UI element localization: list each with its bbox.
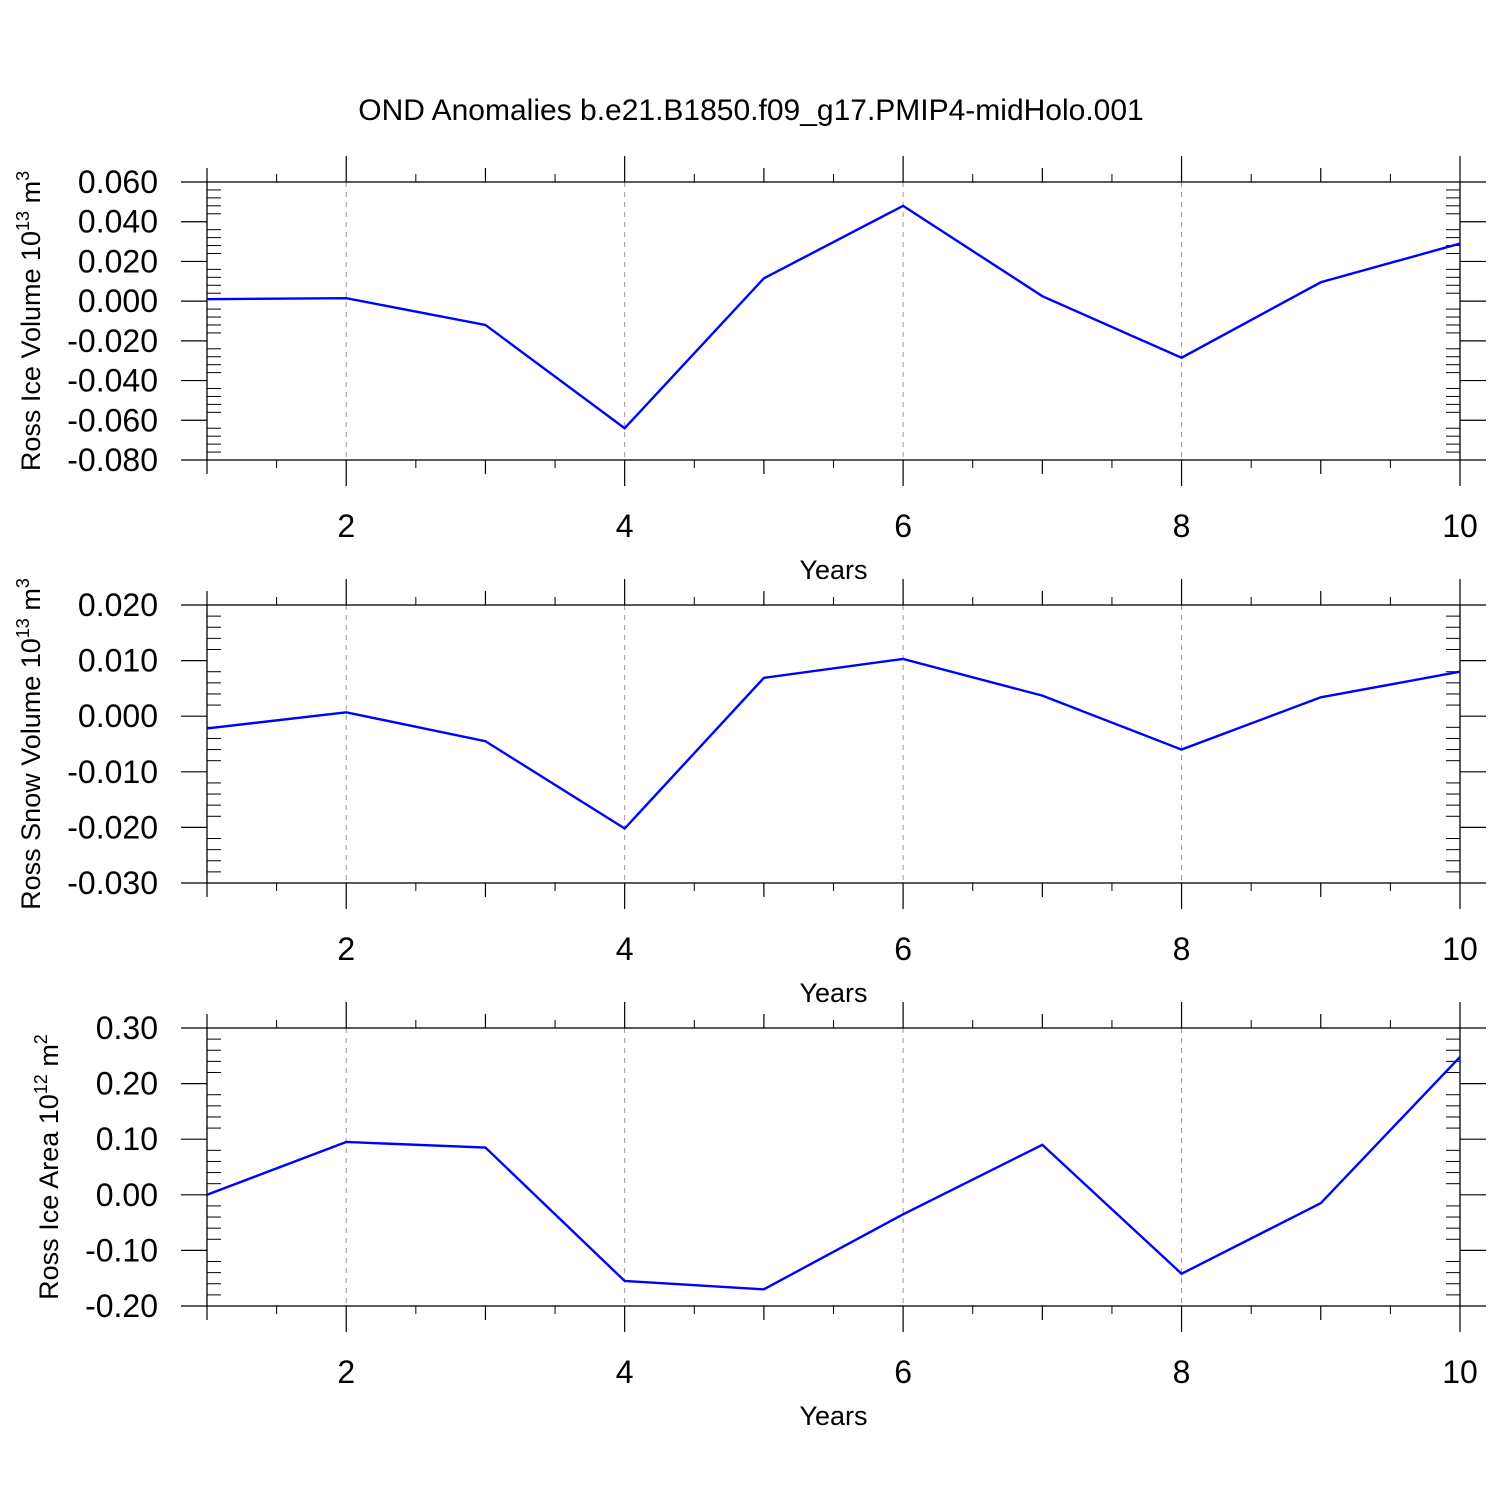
y-tick-label: -0.10: [85, 1232, 158, 1268]
y-tick-label: -0.030: [67, 865, 158, 901]
x-tick-label: 2: [337, 931, 355, 967]
y-axis-label: Ross Ice Volume 1013 m3: [13, 171, 46, 471]
y-axis-label-text: Ross Ice Volume 10: [16, 231, 46, 471]
series-line-ross-ice-volume: [206, 204, 1461, 430]
series-line-ross-ice-area: [206, 1056, 1461, 1291]
chart-panel-2: -0.030 -0.020 -0.010 0.000 0.010 0.020 2 4 6 8 10 Y…: [13, 578, 1486, 1008]
y-axis-label-text: Ross Snow Volume 10: [16, 638, 46, 910]
chart-title: OND Anomalies b.e21.B1850.f09_g17.PMIP4-…: [358, 94, 1143, 127]
x-tick-label: 2: [337, 1354, 355, 1390]
x-tick-label: 4: [616, 1354, 634, 1390]
y-axis-label-unit: m: [34, 1044, 64, 1074]
y-tick-label: 0.30: [96, 1010, 158, 1046]
y-axis-label-unit-sup: 2: [31, 1034, 51, 1044]
chart-panels: -0.080-0.060-0.040-0.0200.0000.0200.0400…: [13, 156, 1486, 1431]
x-tick-label: 6: [894, 1354, 912, 1390]
chart-panel-3: -0.20 -0.10 0.00 0.10 0.20 0.30 2 4 6 8 10 Years Ros…: [31, 1002, 1486, 1431]
x-tick-label: 10: [1442, 931, 1478, 967]
y-tick-label: 0.20: [96, 1066, 158, 1102]
y-axis-label: Ross Snow Volume 1013 m3: [13, 578, 46, 910]
x-tick-label: 8: [1173, 931, 1191, 967]
x-tick-label: 8: [1173, 1354, 1191, 1390]
y-tick-label: -0.020: [67, 323, 158, 359]
y-tick-label: 0.010: [78, 643, 158, 679]
y-tick-label: 0.000: [78, 698, 158, 734]
x-axis-label: Years: [799, 555, 867, 585]
y-tick-label: 0.060: [78, 164, 158, 200]
x-axis-label: Years: [799, 1401, 867, 1431]
y-tick-label: -0.010: [67, 754, 158, 790]
y-axis-label: Ross Ice Area 1012 m2: [31, 1034, 64, 1300]
x-tick-label: 6: [894, 508, 912, 544]
x-tick-label: 4: [616, 931, 634, 967]
x-axis-label: Years: [799, 978, 867, 1008]
y-tick-label: 0.020: [78, 243, 158, 279]
x-tick-label: 6: [894, 931, 912, 967]
x-tick-label: 8: [1173, 508, 1191, 544]
y-axis-label-unit: m: [16, 588, 46, 618]
plot-frame: [206, 604, 1461, 884]
series-line-ross-snow-volume: [206, 657, 1461, 831]
y-axis-label-unit-sup: 3: [13, 171, 33, 181]
y-tick-label: 0.00: [96, 1177, 158, 1213]
y-axis-label-unit: m: [16, 181, 46, 211]
y-axis-label-sup: 13: [13, 211, 33, 231]
y-tick-label: -0.020: [67, 809, 158, 845]
y-axis-label-unit-sup: 3: [13, 578, 33, 588]
plot-frame: [206, 1027, 1461, 1307]
y-tick-label: 0.000: [78, 283, 158, 319]
x-tick-label: 10: [1442, 508, 1478, 544]
x-tick-label: 2: [337, 508, 355, 544]
y-tick-label: 0.10: [96, 1121, 158, 1157]
x-tick-label: 4: [616, 508, 634, 544]
y-tick-label: -0.20: [85, 1288, 158, 1324]
x-tick-label: 10: [1442, 1354, 1478, 1390]
plot-frame: [206, 181, 1461, 461]
y-tick-label: -0.080: [67, 442, 158, 478]
y-tick-label: 0.020: [78, 587, 158, 623]
y-axis-label-sup: 12: [31, 1074, 51, 1094]
y-tick-label: -0.040: [67, 363, 158, 399]
y-tick-label: 0.040: [78, 204, 158, 240]
y-tick-label: -0.060: [67, 402, 158, 438]
y-axis-label-sup: 13: [13, 618, 33, 638]
y-axis-label-text: Ross Ice Area 10: [34, 1094, 64, 1300]
